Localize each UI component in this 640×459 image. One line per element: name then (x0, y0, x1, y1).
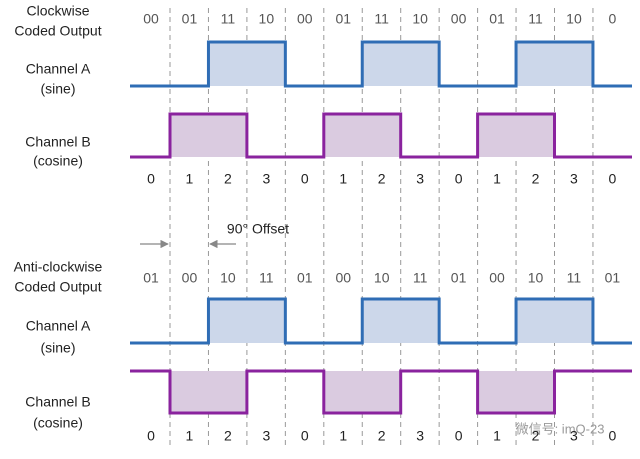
position-label: 0 (609, 428, 617, 444)
code-label: 10 (220, 270, 236, 286)
offset-label: 90° Offset (227, 221, 289, 237)
code-label: 01 (182, 11, 198, 27)
code-label: 10 (566, 11, 582, 27)
code-label: 00 (489, 270, 505, 286)
channel-label: Channel A (26, 318, 91, 334)
signal (130, 112, 632, 159)
labels: Clockwise Coded Output Channel A (sine) Chan… (14, 3, 621, 444)
position-label: 3 (416, 171, 424, 187)
channel-label: Channel B (25, 134, 90, 150)
code-label: 11 (374, 11, 389, 27)
position-label: 2 (532, 171, 540, 187)
position-label: 3 (262, 428, 270, 444)
position-label: 3 (416, 428, 424, 444)
signal (130, 369, 632, 415)
shade (208, 42, 286, 86)
code-label: 10 (374, 270, 390, 286)
channel-label: (cosine) (33, 153, 83, 169)
code-label: 11 (567, 270, 582, 286)
shade (516, 299, 593, 343)
channel-label: (cosine) (33, 415, 83, 431)
code-label: 10 (528, 270, 544, 286)
position-label: 0 (301, 171, 309, 187)
code-label: 01 (489, 11, 505, 27)
code-label: 01 (605, 270, 621, 286)
shade (362, 42, 440, 86)
code-label: 01 (451, 270, 467, 286)
code-label: 11 (221, 11, 236, 27)
watermark: 微信号: imQ-23 (516, 421, 605, 436)
shade (362, 299, 440, 343)
position-label: 3 (570, 171, 578, 187)
position-label: 2 (224, 428, 232, 444)
position-label: 3 (262, 171, 270, 187)
position-label: 2 (378, 171, 386, 187)
shade (477, 114, 555, 157)
code-label: 11 (413, 270, 428, 286)
shade (323, 371, 401, 413)
code-label: 00 (182, 270, 198, 286)
section-title: Anti-clockwise (14, 259, 103, 275)
position-label: 2 (532, 428, 540, 444)
position-label: 0 (301, 428, 309, 444)
position-label: 0 (147, 171, 155, 187)
code-label: 00 (335, 270, 351, 286)
signal (130, 40, 632, 88)
position-label: 1 (186, 428, 194, 444)
shade (516, 42, 593, 86)
code-label: 01 (297, 270, 313, 286)
shade (170, 114, 247, 157)
shade (477, 371, 555, 413)
channel-label: (sine) (40, 340, 75, 356)
position-label: 1 (493, 428, 501, 444)
code-label: 01 (335, 11, 351, 27)
section-title: Coded Output (14, 279, 101, 295)
code-label: 01 (143, 270, 159, 286)
section-title: Coded Output (14, 23, 101, 39)
position-label: 1 (186, 171, 194, 187)
code-label: 00 (143, 11, 159, 27)
waveforms (130, 40, 632, 415)
shade (208, 299, 286, 343)
code-label: 10 (259, 11, 275, 27)
position-label: 1 (493, 171, 501, 187)
channel-label: (sine) (40, 81, 75, 97)
position-label: 1 (339, 428, 347, 444)
position-label: 0 (455, 171, 463, 187)
channel-label: Channel A (26, 61, 91, 77)
position-label: 0 (455, 428, 463, 444)
code-label: 00 (451, 11, 467, 27)
position-label: 1 (339, 171, 347, 187)
position-label: 2 (378, 428, 386, 444)
shade (323, 114, 401, 157)
shade (170, 371, 247, 413)
channel-label: Channel B (25, 394, 90, 410)
section-title: Clockwise (26, 3, 89, 19)
code-label: 0 (609, 11, 617, 27)
signal (130, 297, 632, 345)
position-label: 2 (224, 171, 232, 187)
code-label: 11 (259, 270, 274, 286)
code-label: 10 (412, 11, 428, 27)
code-label: 11 (528, 11, 543, 27)
position-label: 0 (147, 428, 155, 444)
position-label: 3 (570, 428, 578, 444)
code-label: 00 (297, 11, 313, 27)
position-label: 0 (609, 171, 617, 187)
